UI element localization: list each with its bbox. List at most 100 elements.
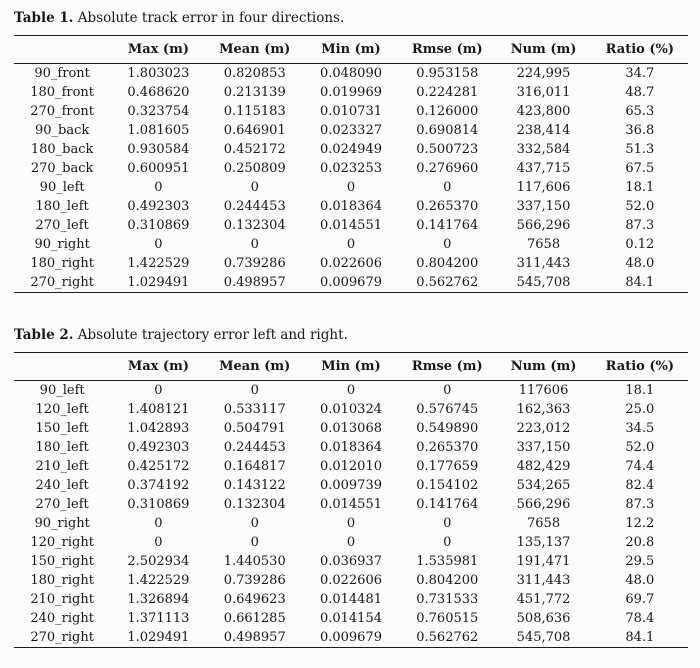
table-cell: 74.4	[625, 459, 655, 474]
table-row: 270_back 0.600951 0.250809 0.023253 0.276960…	[14, 159, 688, 178]
table-row: 270_left 0.310869 0.132304 0.014551 0.141764…	[14, 495, 688, 514]
table-cell: 0	[346, 237, 356, 252]
table-cell: 0	[250, 383, 259, 398]
table-row: 210_left 0.425172 0.164817 0.012010 0.177659…	[14, 457, 688, 476]
table-cell: 1.326894	[127, 592, 190, 607]
table-cell: 0.009739	[319, 478, 382, 493]
table-cell: 0	[250, 535, 259, 550]
table-cell: 337,150	[516, 199, 571, 214]
table-cell: 48.0	[625, 573, 655, 588]
table-cell: 0	[154, 383, 163, 398]
table-cell: 25.0	[625, 402, 655, 417]
table-cell: 0.126000	[416, 104, 479, 119]
table-cell: 34.5	[625, 421, 655, 436]
row-label: 270_left	[35, 497, 89, 512]
table-row: 150_right 2.502934 1.440530 0.036937 1.53598…	[14, 552, 688, 571]
document-page: Table 1. Absolute track error in four di…	[14, 10, 688, 648]
table2-section: Table 2. Absolute trajectory error left …	[14, 327, 688, 648]
table-row: 240_right 1.371113 0.661285 0.014154 0.76051…	[14, 609, 688, 628]
table-row: 180_back 0.930584 0.452172 0.024949 0.500723…	[14, 140, 688, 159]
row-label: 270_front	[30, 104, 95, 119]
table-cell: 0.244453	[223, 440, 286, 455]
table-cell: 0.600951	[127, 161, 190, 176]
row-label: 270_right	[30, 275, 94, 290]
table-cell: 84.1	[625, 275, 655, 290]
table-row: 270_front 0.323754 0.115183 0.010731 0.12600…	[14, 102, 688, 121]
table-row: 180_right 1.422529 0.739286 0.022606 0.80420…	[14, 571, 688, 590]
table-cell: 162,363	[516, 402, 571, 417]
row-label: 180_right	[30, 573, 94, 588]
table-cell: 1.803023	[127, 66, 190, 81]
table-cell: 0	[346, 535, 356, 550]
column-header: Num (m)	[495, 35, 592, 64]
table-cell: 0.731533	[416, 592, 479, 607]
row-label: 150_left	[35, 421, 89, 436]
table-cell: 69.7	[625, 592, 655, 607]
table-cell: 545,708	[516, 275, 571, 290]
table-row: 150_left 1.042893 0.504791 0.013068 0.549890…	[14, 419, 688, 438]
table-cell: 0.649623	[223, 592, 286, 607]
row-label: 270_back	[30, 161, 94, 176]
table-cell: 423,800	[516, 104, 571, 119]
row-label: 120_right	[30, 535, 94, 550]
table-cell: 0.164817	[223, 459, 286, 474]
table2-caption-text: Absolute trajectory error left and right…	[77, 327, 348, 343]
row-label: 90_right	[34, 237, 90, 252]
table-cell: 1.440530	[223, 554, 286, 569]
table1: Max (m) Mean (m) Min (m) Rmse (m) Num (m) Rat…	[14, 35, 688, 293]
table-cell: 0.804200	[416, 256, 479, 271]
table-cell: 1.371113	[127, 611, 190, 626]
table-cell: 224,995	[516, 66, 571, 81]
table-row: 90_right 0 0 0 0 7658 0.12	[14, 235, 688, 254]
table-cell: 545,708	[516, 630, 571, 645]
table-cell: 1.535981	[416, 554, 479, 569]
table-cell: 0.132304	[223, 497, 286, 512]
table-cell: 0.12	[625, 237, 655, 252]
table-cell: 0.036937	[319, 554, 382, 569]
table-row: 90_front 1.803023 0.820853 0.048090 0.953158…	[14, 64, 688, 84]
table2-caption: Table 2. Absolute trajectory error left …	[14, 327, 688, 343]
table-cell: 7658	[527, 237, 561, 252]
table1-section: Table 1. Absolute track error in four di…	[14, 10, 688, 293]
row-label: 90_front	[34, 66, 90, 81]
row-label: 240_left	[35, 478, 89, 493]
table-cell: 0	[443, 383, 452, 398]
table-cell: 1.042893	[127, 421, 190, 436]
table-cell: 0.023327	[319, 123, 382, 138]
row-label: 210_left	[35, 459, 89, 474]
table-cell: 0.265370	[416, 199, 479, 214]
column-header: Max (m)	[110, 35, 207, 64]
table-cell: 7658	[527, 516, 561, 531]
table-cell: 0	[443, 237, 452, 252]
row-label: 90_left	[39, 383, 85, 398]
table-cell: 20.8	[625, 535, 655, 550]
table-row: 90_back 1.081605 0.646901 0.023327 0.690814 2…	[14, 121, 688, 140]
table-cell: 34.7	[625, 66, 655, 81]
table-row: 90_left 0 0 0 0 117,606 18.1	[14, 178, 688, 197]
table-cell: 0	[346, 180, 356, 195]
table-cell: 0	[154, 180, 163, 195]
table-cell: 0.452172	[223, 142, 286, 157]
table-row: 210_right 1.326894 0.649623 0.014481 0.73153…	[14, 590, 688, 609]
table-cell: 135,137	[516, 535, 571, 550]
table-cell: 0.374192	[127, 478, 190, 493]
row-label: 180_front	[30, 85, 95, 100]
column-header: Ratio (%)	[591, 352, 688, 381]
table-cell: 1.029491	[127, 630, 190, 645]
table-cell: 0.115183	[223, 104, 286, 119]
table-cell: 18.1	[625, 383, 655, 398]
table-row: 180_left 0.492303 0.244453 0.018364 0.265370…	[14, 197, 688, 216]
table-cell: 1.422529	[127, 573, 190, 588]
table-cell: 0.276960	[416, 161, 479, 176]
table-row: 90_left 0 0 0 0 117606 18.1	[14, 381, 688, 401]
table-cell: 48.7	[625, 85, 655, 100]
table-cell: 0.804200	[416, 573, 479, 588]
table-cell: 0.953158	[416, 66, 479, 81]
row-label: 180_right	[30, 256, 94, 271]
table-cell: 0.265370	[416, 440, 479, 455]
table-cell: 191,471	[516, 554, 571, 569]
table-cell: 29.5	[625, 554, 655, 569]
table-cell: 0	[443, 180, 452, 195]
table-cell: 0.661285	[223, 611, 286, 626]
table1-body: 90_front 1.803023 0.820853 0.048090 0.953158…	[14, 64, 688, 293]
